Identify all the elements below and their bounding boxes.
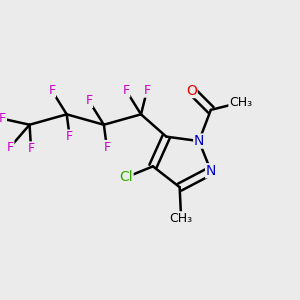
- Text: F: F: [48, 84, 56, 97]
- Text: F: F: [143, 84, 151, 97]
- Text: O: O: [186, 84, 197, 98]
- Text: CH₃: CH₃: [229, 96, 252, 109]
- Text: F: F: [66, 130, 73, 143]
- Text: F: F: [123, 84, 130, 97]
- Text: Cl: Cl: [119, 170, 133, 184]
- Text: F: F: [28, 142, 34, 155]
- Text: N: N: [206, 164, 216, 178]
- Text: CH₃: CH₃: [169, 212, 193, 225]
- Text: F: F: [85, 94, 93, 107]
- Text: F: F: [0, 112, 6, 125]
- Text: N: N: [194, 134, 204, 148]
- Text: F: F: [7, 140, 14, 154]
- Text: F: F: [103, 140, 110, 154]
